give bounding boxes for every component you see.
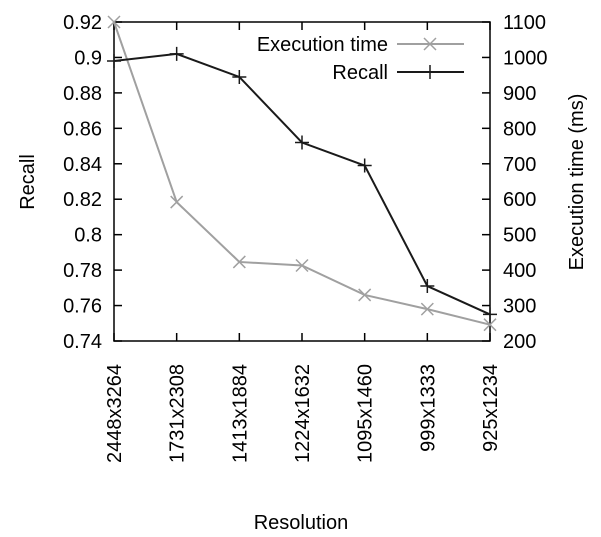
y2-tick-label: 600	[503, 189, 536, 211]
y-tick-label: 0.76	[63, 296, 102, 318]
y-tick-label: 0.78	[63, 260, 102, 282]
series-lines	[107, 16, 497, 331]
y2-tick-label: 500	[503, 225, 536, 247]
x-axis-title: Resolution	[254, 512, 349, 534]
y2-tick-label: 700	[503, 154, 536, 176]
y2-tick-label: 1100	[503, 12, 546, 34]
x-tick-label: 1095x1460	[355, 364, 377, 463]
data-point-recall	[358, 159, 372, 173]
y-tick-label: 0.88	[63, 83, 102, 105]
y2-axis-title: Execution time (ms)	[566, 94, 588, 271]
x-tick-label: 1413x1884	[229, 364, 251, 463]
legend: Execution time Recall	[257, 34, 464, 84]
legend-marker-recall	[423, 65, 437, 79]
y2-tick-label: 800	[503, 118, 536, 140]
y-tick-label: 0.82	[63, 189, 102, 211]
x-tick-label: 1731x2308	[167, 364, 189, 463]
y2-tick-label: 900	[503, 83, 536, 105]
y-tick-label: 0.84	[63, 154, 102, 176]
series-line-execution-time	[114, 22, 490, 325]
y-tick-label: 0.92	[63, 12, 102, 34]
right-axis-ticks: 200 300 400 500 600 700 800 900 1000 1100	[482, 12, 548, 353]
y-tick-label: 0.8	[74, 225, 102, 247]
x-tick-label: 2448x3264	[104, 364, 126, 463]
legend-label-execution-time: Execution time	[257, 34, 388, 56]
data-point-execution-time	[171, 196, 183, 208]
y2-tick-label: 300	[503, 296, 536, 318]
data-point-recall	[107, 54, 121, 68]
y2-tick-label: 400	[503, 260, 536, 282]
left-axis-ticks: 0.74 0.76 0.78 0.8 0.82 0.84 0.86 0.88 0.9 0.92	[63, 12, 122, 353]
x-axis-ticks: 2448x3264 1731x2308 1413x1884 1224x1632 1095…	[104, 22, 502, 463]
y-tick-label: 0.86	[63, 118, 102, 140]
y-tick-label: 0.74	[63, 331, 102, 353]
data-point-recall	[170, 47, 184, 61]
x-tick-label: 925x1234	[480, 364, 502, 452]
y2-tick-label: 1000	[503, 47, 548, 69]
x-tick-label: 999x1333	[417, 364, 439, 452]
y-tick-label: 0.9	[74, 47, 102, 69]
data-point-recall	[420, 279, 434, 293]
legend-label-recall: Recall	[332, 62, 388, 84]
y-axis-title: Recall	[17, 154, 39, 210]
x-tick-label: 1224x1632	[292, 364, 314, 463]
y2-tick-label: 200	[503, 331, 536, 353]
